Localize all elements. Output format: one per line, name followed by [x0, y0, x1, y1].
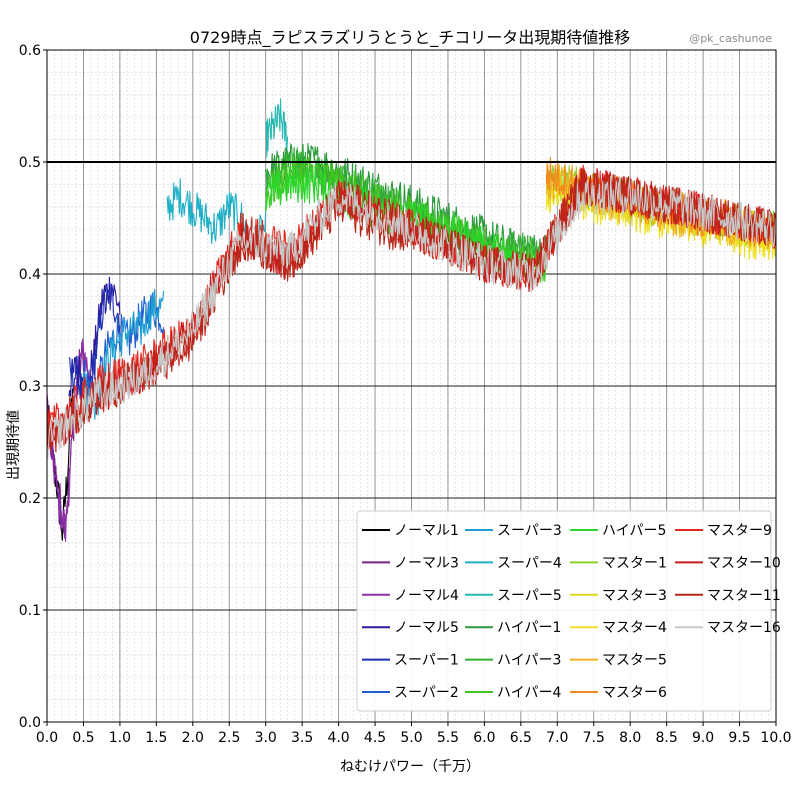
- x-tick-label: 6.0: [473, 730, 495, 746]
- legend-label: マスター10: [707, 555, 781, 571]
- x-axis-ticks: 0.0 0.5 1.0 1.5 2.0 2.5 3.0 3.5 4.0 4.5 5.0 5.5 6.0 6…: [36, 722, 792, 746]
- y-axis-label: 出現期待値: [6, 410, 22, 480]
- legend-label: マスター1: [602, 555, 667, 571]
- x-tick-label: 7.5: [583, 730, 605, 746]
- legend-label: スーパー1: [394, 653, 459, 669]
- y-tick-label: 0.3: [19, 379, 41, 395]
- x-tick-label: 0.0: [36, 730, 58, 746]
- legend-label: ノーマル1: [394, 523, 459, 539]
- x-tick-label: 9.5: [728, 730, 750, 746]
- x-tick-label: 1.5: [145, 730, 167, 746]
- x-tick-label: 9.0: [692, 730, 714, 746]
- y-tick-label: 0.4: [19, 267, 41, 283]
- legend-label: ハイパー1: [497, 620, 561, 636]
- legend-label: スーパー5: [497, 588, 562, 604]
- legend-label: ノーマル3: [394, 555, 459, 571]
- legend-label: マスター16: [707, 620, 781, 636]
- x-tick-label: 3.5: [291, 730, 313, 746]
- x-axis-label: ねむけパワー（千万）: [340, 759, 480, 775]
- x-tick-label: 10.0: [760, 730, 791, 746]
- y-tick-label: 0.1: [19, 603, 41, 619]
- legend-label: ハイパー4: [497, 685, 561, 701]
- legend-label: ノーマル5: [394, 620, 459, 636]
- credit-label: @pk_cashunoe: [689, 32, 772, 45]
- legend-label: マスター4: [602, 620, 667, 636]
- series-line-9: [265, 98, 289, 158]
- legend-label: スーパー3: [497, 523, 562, 539]
- legend-label: マスター9: [707, 523, 772, 539]
- y-axis-ticks: 0.0 0.1 0.2 0.3 0.4 0.5 0.6: [19, 43, 47, 731]
- y-tick-label: 0.0: [19, 715, 41, 731]
- legend-label: マスター11: [707, 588, 781, 604]
- x-tick-label: 8.0: [619, 730, 641, 746]
- legend-label: マスター3: [602, 588, 667, 604]
- x-tick-label: 4.5: [364, 730, 386, 746]
- legend-label: ハイパー3: [497, 653, 561, 669]
- series-line-5: [68, 283, 121, 411]
- legend-label: マスター6: [602, 685, 667, 701]
- legend-label: マスター5: [602, 653, 667, 669]
- x-tick-label: 2.0: [182, 730, 204, 746]
- series-layer: [46, 98, 777, 543]
- x-tick-label: 3.0: [255, 730, 277, 746]
- x-tick-label: 4.0: [327, 730, 349, 746]
- y-tick-label: 0.6: [19, 43, 41, 59]
- x-tick-label: 5.0: [400, 730, 422, 746]
- legend-label: スーパー2: [394, 685, 459, 701]
- legend-box: [356, 510, 772, 712]
- legend-label: ノーマル4: [394, 588, 459, 604]
- y-tick-label: 0.2: [19, 491, 41, 507]
- x-tick-label: 5.5: [437, 730, 459, 746]
- chart-title: 0729時点_ラピスラズリうとうと_チコリータ出現期待値推移: [190, 28, 630, 48]
- x-tick-label: 8.5: [656, 730, 678, 746]
- x-tick-label: 1.0: [109, 730, 131, 746]
- x-tick-label: 0.5: [72, 730, 94, 746]
- x-tick-label: 2.5: [218, 730, 240, 746]
- x-tick-label: 6.5: [510, 730, 532, 746]
- y-tick-label: 0.5: [19, 155, 41, 171]
- legend: ノーマル1 ノーマル3 ノーマル4 ノーマル5 スーパー1 スーパー2 スーパー3 スーパー4…: [356, 510, 781, 712]
- series-line-3: [46, 338, 92, 543]
- legend-label: ハイパー5: [602, 523, 666, 539]
- series-line-22: [46, 175, 777, 459]
- legend-label: スーパー4: [497, 555, 562, 571]
- x-tick-label: 7.0: [546, 730, 568, 746]
